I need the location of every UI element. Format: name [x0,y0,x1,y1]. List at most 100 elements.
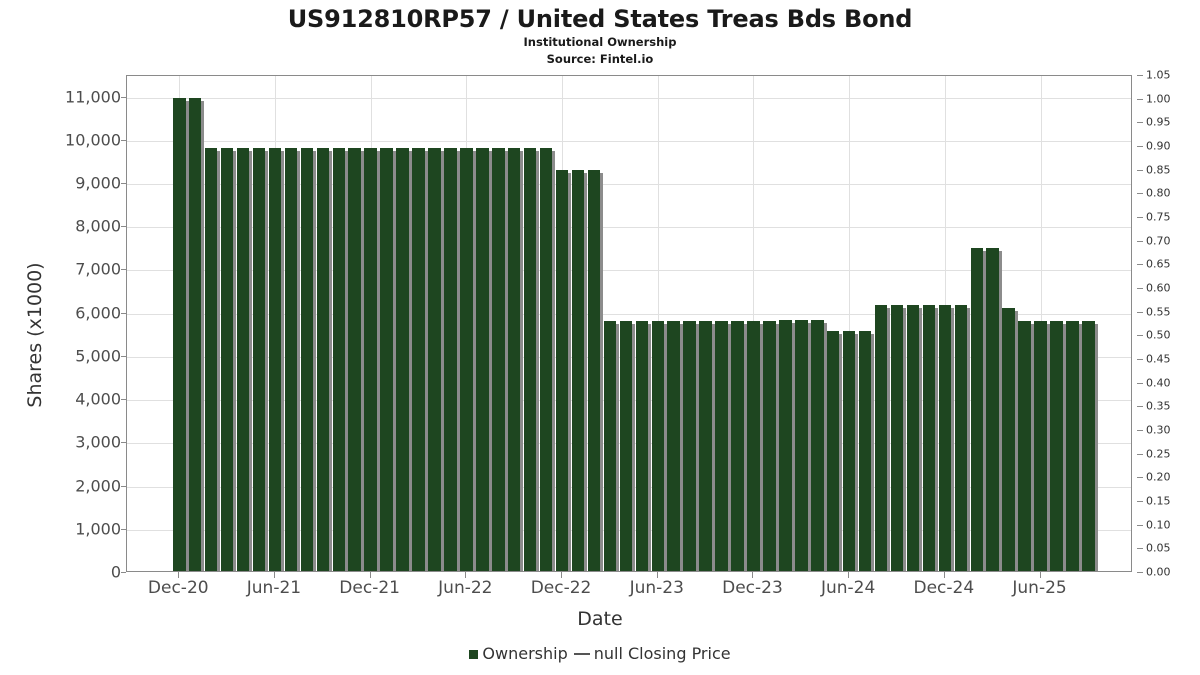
legend-item-closing-price[interactable]: null Closing Price [568,646,731,662]
bar[interactable] [795,320,810,571]
gridline-horizontal [127,227,1131,229]
bar[interactable] [842,330,858,571]
bar[interactable] [635,321,651,571]
bar[interactable] [1066,321,1082,571]
y-axis-tick-label: 0 [110,562,121,582]
bar[interactable] [683,321,699,571]
x-axis-tick-label: Jun-23 [629,578,684,598]
bar[interactable] [204,148,220,571]
y-axis-tick-mark [121,528,126,530]
y2-axis-tick-label: 0.45 [1146,352,1171,366]
y-axis-tick-label: 5,000 [75,346,121,366]
bar[interactable] [571,170,587,571]
bar[interactable] [523,148,539,571]
bar[interactable] [460,148,475,571]
bar[interactable] [412,148,428,571]
bar[interactable] [1018,321,1034,571]
y2-axis-tick-mark [1137,75,1143,76]
bar[interactable] [699,321,715,571]
bar[interactable] [555,170,571,571]
x-axis-tick-label: Jun-22 [438,578,493,598]
bar[interactable] [428,148,444,571]
bar[interactable] [1002,308,1018,571]
x-axis-title: Date [577,608,623,630]
bar[interactable] [938,305,954,571]
bar[interactable] [619,321,635,571]
bar[interactable] [444,148,460,571]
bar[interactable] [1034,321,1050,571]
legend-line-icon [573,653,590,655]
bar[interactable] [986,247,1002,571]
bar[interactable] [188,97,204,571]
plot-area [126,75,1132,572]
bar[interactable] [826,330,842,571]
bar[interactable] [954,305,970,571]
bar[interactable] [779,320,794,571]
y-axis-tick-mark [121,485,126,487]
y-axis-title: Shares (x1000) [24,262,46,408]
bar[interactable] [890,305,906,571]
bar[interactable] [763,320,779,571]
x-axis-tick-mark [369,572,371,578]
bar[interactable] [476,148,491,571]
y-axis-tick-label: 4,000 [75,389,121,409]
bar[interactable] [173,97,188,571]
bar[interactable] [380,148,396,571]
legend-item-ownership[interactable]: Ownership [469,646,568,662]
bar[interactable] [667,321,683,571]
bar[interactable] [236,148,252,571]
y-axis-tick-label: 8,000 [75,216,121,236]
x-axis-tick-label: Dec-20 [147,578,209,598]
y2-axis-tick-mark [1137,98,1143,100]
bar[interactable] [364,148,380,571]
y2-axis-tick-mark [1137,430,1143,431]
bar[interactable] [507,148,523,571]
bar[interactable] [348,148,364,571]
bar[interactable] [316,148,332,571]
gridline-horizontal [127,184,1131,186]
y2-axis-tick-mark [1137,311,1143,313]
y2-axis-tick-label: 1.05 [1146,68,1171,82]
bar[interactable] [811,319,826,571]
bar[interactable] [922,305,938,571]
y-axis-tick-label: 9,000 [75,173,121,193]
bar[interactable] [1050,321,1066,571]
chart-source: Source: Fintel.io [546,52,654,66]
bar[interactable] [492,148,507,571]
bar[interactable] [396,148,412,571]
bar[interactable] [539,148,555,571]
bar[interactable] [970,247,986,571]
x-axis-tick-label: Dec-24 [913,578,975,598]
y2-axis-tick-mark [1137,501,1143,502]
bar[interactable] [747,320,763,571]
bar[interactable] [906,305,922,571]
bar[interactable] [1082,321,1098,571]
bar[interactable] [858,330,874,571]
y-axis-tick-mark [121,572,126,573]
bar[interactable] [300,148,316,571]
bar[interactable] [603,321,619,571]
bar[interactable] [332,148,348,571]
legend-label-closing-price: null Closing Price [593,644,731,663]
bar[interactable] [220,148,236,571]
bar[interactable] [731,320,747,571]
y-axis-tick-mark [121,399,126,401]
y2-axis-tick-mark [1137,572,1143,573]
bar[interactable] [252,148,268,571]
bar[interactable] [284,148,300,571]
bar[interactable] [268,148,284,571]
bar[interactable] [715,321,731,571]
x-axis-tick-mark [561,572,563,578]
gridline-horizontal [127,97,1131,99]
x-axis-tick-mark [656,572,658,578]
gridline-horizontal [127,313,1131,315]
bar-series-ownership [127,76,1131,571]
bar[interactable] [874,305,890,571]
x-axis-tick-label: Jun-25 [1012,578,1067,598]
y2-axis-tick-mark [1137,217,1143,218]
y2-axis-tick-label: 0.25 [1146,447,1171,461]
bar[interactable] [587,170,603,571]
bar[interactable] [651,321,667,571]
y-axis-tick-label: 6,000 [75,303,121,323]
